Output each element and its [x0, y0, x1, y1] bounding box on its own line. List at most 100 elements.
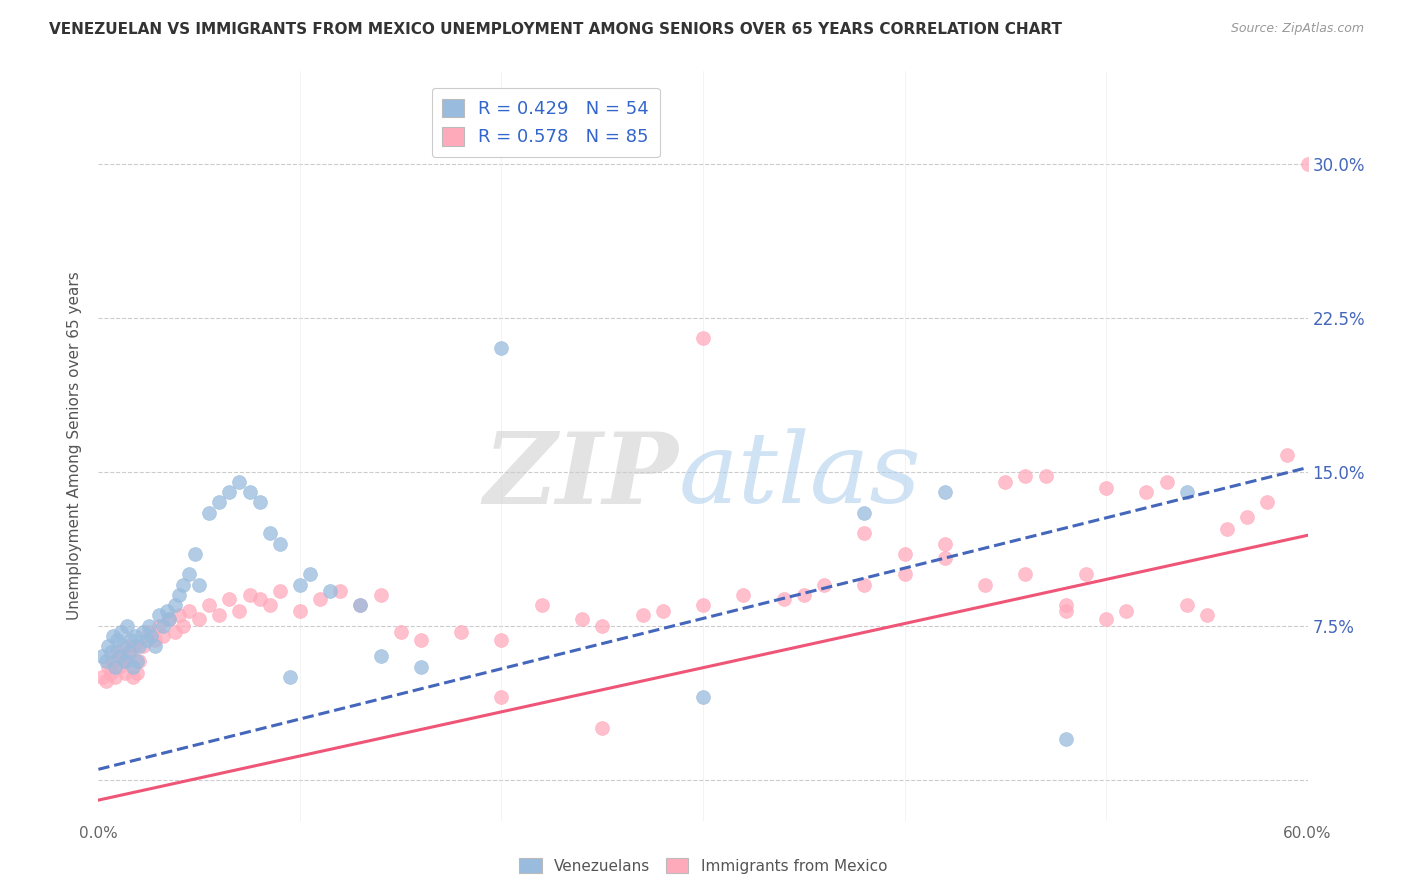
Point [156, 604, 179, 618]
Point [101, 653, 124, 667]
Point [179, 604, 201, 618]
Point [167, 588, 190, 602]
Point [1054, 598, 1077, 612]
Point [128, 639, 150, 653]
Point [143, 632, 166, 647]
Point [208, 608, 231, 623]
Point [135, 632, 157, 647]
Point [1296, 157, 1319, 171]
Point [853, 577, 876, 591]
Point [124, 629, 146, 643]
Point [772, 591, 794, 606]
Point [132, 639, 155, 653]
Point [389, 624, 412, 639]
Point [450, 624, 472, 639]
Point [115, 639, 138, 653]
Point [115, 618, 138, 632]
Point [591, 618, 613, 632]
Point [114, 653, 136, 667]
Point [188, 612, 211, 626]
Point [1175, 598, 1198, 612]
Point [893, 547, 915, 561]
Point [157, 612, 180, 626]
Point [125, 665, 148, 680]
Point [118, 645, 141, 659]
Point [278, 670, 301, 684]
Point [110, 649, 132, 664]
Point [259, 526, 281, 541]
Point [179, 567, 201, 582]
Text: ZIP: ZIP [484, 428, 679, 524]
Point [121, 659, 143, 673]
Point [631, 608, 654, 623]
Text: VENEZUELAN VS IMMIGRANTS FROM MEXICO UNEMPLOYMENT AMONG SENIORS OVER 65 YEARS CO: VENEZUELAN VS IMMIGRANTS FROM MEXICO UNE… [49, 22, 1062, 37]
Point [249, 591, 271, 606]
Point [121, 670, 143, 684]
Point [96, 674, 118, 689]
Point [120, 645, 142, 659]
Point [103, 670, 125, 684]
Point [813, 577, 835, 591]
Point [218, 591, 240, 606]
Point [530, 598, 553, 612]
Point [409, 632, 432, 647]
Point [1074, 567, 1097, 582]
Point [1054, 604, 1077, 618]
Point [125, 653, 148, 667]
Point [100, 645, 122, 659]
Point [152, 629, 174, 643]
Point [692, 598, 714, 612]
Point [309, 591, 332, 606]
Point [107, 659, 129, 673]
Point [1035, 468, 1057, 483]
Point [1256, 495, 1278, 509]
Point [172, 618, 194, 632]
Point [299, 567, 322, 582]
Point [111, 653, 134, 667]
Point [1014, 468, 1036, 483]
Point [269, 536, 291, 550]
Point [157, 612, 180, 626]
Point [228, 604, 250, 618]
Point [132, 624, 155, 639]
Point [143, 639, 166, 653]
Point [692, 331, 714, 345]
Point [218, 485, 240, 500]
Point [491, 690, 513, 705]
Point [124, 639, 146, 653]
Point [91, 670, 114, 684]
Point [288, 604, 311, 618]
Point [118, 653, 141, 667]
Point [349, 598, 371, 612]
Point [409, 659, 432, 673]
Point [370, 588, 392, 602]
Point [198, 598, 221, 612]
Point [105, 632, 128, 647]
Point [1236, 509, 1258, 524]
Point [100, 665, 122, 680]
Point [167, 608, 190, 623]
Point [239, 485, 262, 500]
Text: atlas: atlas [679, 428, 921, 524]
Point [1195, 608, 1218, 623]
Point [571, 612, 593, 626]
Legend: R = 0.429   N = 54, R = 0.578   N = 85: R = 0.429 N = 54, R = 0.578 N = 85 [432, 88, 659, 157]
Point [591, 721, 613, 735]
Point [974, 577, 997, 591]
Point [138, 618, 160, 632]
Point [934, 550, 956, 565]
Point [1156, 475, 1178, 489]
Point [172, 577, 194, 591]
Point [105, 645, 128, 659]
Point [139, 629, 162, 643]
Point [893, 567, 915, 582]
Point [491, 342, 513, 356]
Text: Source: ZipAtlas.com: Source: ZipAtlas.com [1230, 22, 1364, 36]
Point [103, 659, 125, 673]
Point [269, 583, 291, 598]
Point [1095, 481, 1118, 495]
Point [110, 624, 132, 639]
Point [120, 632, 142, 647]
Point [853, 506, 876, 520]
Point [101, 629, 124, 643]
